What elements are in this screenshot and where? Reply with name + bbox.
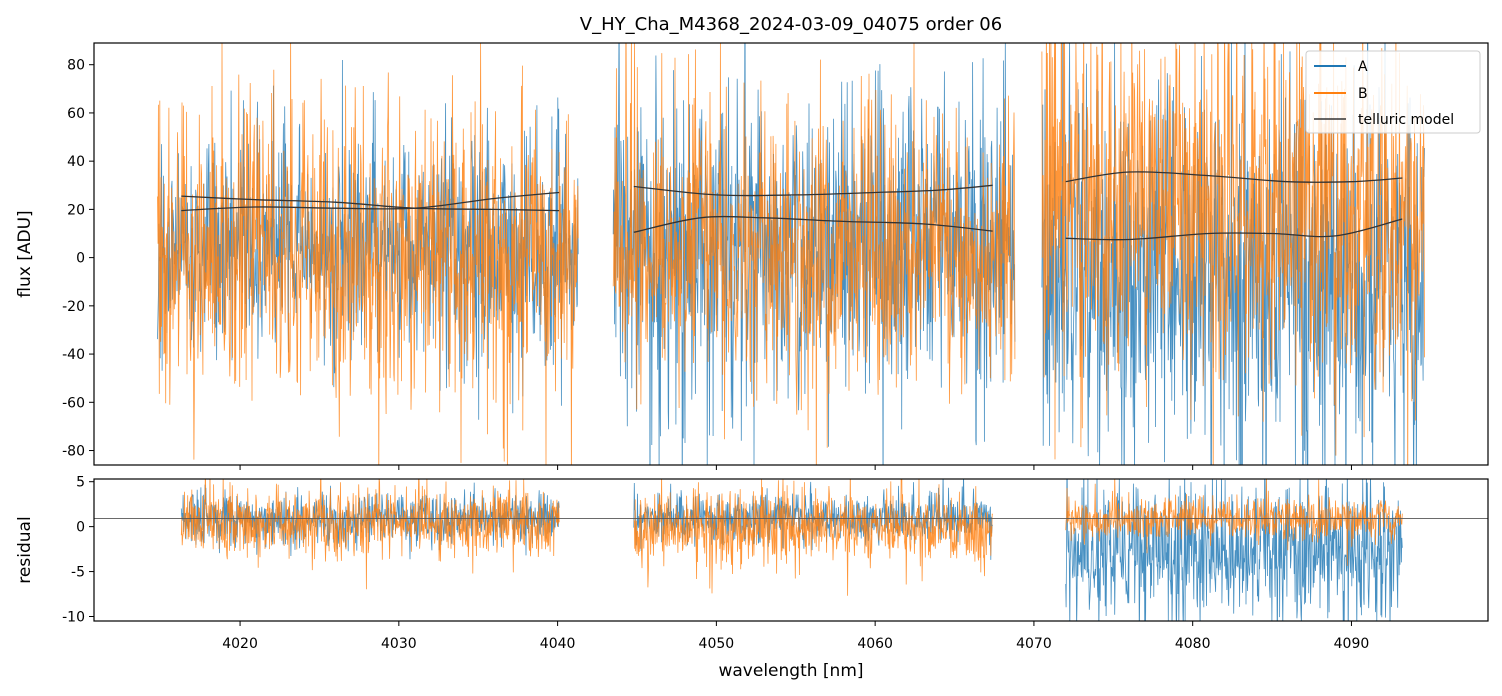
xtick-label: 4020 <box>222 636 258 652</box>
legend-frame <box>1305 50 1481 134</box>
flux-ytick-label: 20 <box>67 202 85 218</box>
residual-axes-frame <box>93 478 1489 622</box>
flux-ytick-label: -80 <box>62 444 85 460</box>
chart-title: V_HY_Cha_M4368_2024-03-09_04075 order 06 <box>580 14 1002 35</box>
residual-series-a-segment-3 <box>1065 479 1403 621</box>
legend-label-telluric: telluric model <box>1358 112 1454 128</box>
xtick-label: 4040 <box>540 636 576 652</box>
residual-plot-area <box>94 479 1488 621</box>
residual-ytick-label: 5 <box>76 475 85 491</box>
xtick-label: 4030 <box>381 636 417 652</box>
flux-series-b-segment-3 <box>1041 43 1425 465</box>
xtick-label: 4090 <box>1334 636 1370 652</box>
flux-ytick-label: -40 <box>62 347 85 363</box>
residual-series-b-segment-1 <box>180 479 560 590</box>
flux-ytick-label: 40 <box>67 154 85 170</box>
flux-x-ticks <box>239 465 1352 470</box>
legend: A B telluric model <box>1305 50 1481 134</box>
x-axis-label: wavelength [nm] <box>718 661 863 681</box>
telluric-model-curve-5 <box>1065 171 1403 183</box>
xtick-label: 4070 <box>1016 636 1052 652</box>
legend-label-a: A <box>1358 59 1368 75</box>
flux-plot-area <box>157 43 1425 465</box>
flux-ytick-label: 80 <box>67 58 85 74</box>
flux-series-b-segment-2 <box>612 43 1016 465</box>
residual-y-label: residual <box>15 516 35 583</box>
residual-series-b-segment-2 <box>633 479 993 596</box>
flux-ytick-label: -20 <box>62 299 85 315</box>
residual-y-ticks: -10 -5 0 5 <box>62 475 94 626</box>
legend-label-b: B <box>1358 86 1368 102</box>
residual-series-b-segment-3 <box>1065 479 1403 566</box>
flux-axes-frame <box>93 42 1489 466</box>
telluric-model-curve-4 <box>633 215 993 233</box>
telluric-model-curve-2 <box>181 191 560 212</box>
flux-y-ticks: -80 -60 -40 -20 0 20 40 60 80 <box>62 58 94 460</box>
flux-y-label: flux [ADU] <box>15 210 35 297</box>
xtick-label: 4080 <box>1175 636 1211 652</box>
flux-ytick-label: -60 <box>62 395 85 411</box>
flux-ytick-label: 0 <box>76 251 85 267</box>
residual-ytick-label: 0 <box>76 520 85 536</box>
telluric-model-curve-6 <box>1065 218 1403 241</box>
residual-ytick-label: -5 <box>71 565 85 581</box>
flux-series-b-segment-1 <box>157 43 579 465</box>
telluric-model-curve-3 <box>633 184 993 197</box>
xtick-label: 4060 <box>857 636 893 652</box>
flux-ytick-label: 60 <box>67 106 85 122</box>
telluric-model-curve-1 <box>181 195 560 212</box>
xtick-label: 4050 <box>699 636 735 652</box>
flux-panel: -80 -60 -40 -20 0 20 40 60 80 flux [ADU] A B tel… <box>15 42 1489 470</box>
residual-panel: -10 -5 0 5 4020 4030 4040 4050 4060 4070 4080 4090… <box>15 475 1489 652</box>
residual-ytick-label: -10 <box>62 610 85 626</box>
residual-x-ticks: 4020 4030 4040 4050 4060 4070 4080 4090 <box>222 621 1369 652</box>
